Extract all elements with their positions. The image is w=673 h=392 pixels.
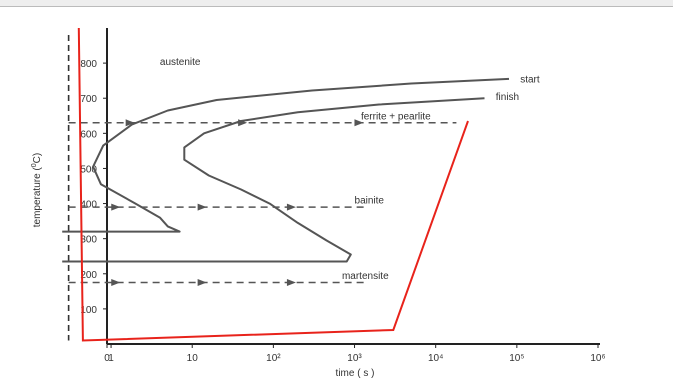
- y-tick-label: 800: [80, 59, 97, 70]
- y-axis-label-superscript: 0: [31, 163, 38, 167]
- y-axis-label: temperature (0C): [31, 153, 43, 228]
- x-tick-label: 10⁶: [590, 353, 605, 364]
- x-tick-label: 10³: [347, 353, 362, 364]
- path-arrowhead: [125, 119, 135, 127]
- region-label: start: [520, 74, 540, 85]
- x-tick-label: 1: [108, 353, 114, 364]
- x-tick-label: 10: [187, 353, 199, 364]
- cooling-paths: [68, 119, 457, 287]
- y-tick-label: 500: [80, 164, 97, 175]
- red-path-line: [77, 27, 469, 342]
- y-tick-label: 200: [80, 270, 97, 281]
- axes: [106, 28, 600, 345]
- x-tick-label: 10⁴: [428, 353, 443, 364]
- y-tick-label: 100: [80, 305, 97, 316]
- region-label: martensite: [342, 271, 389, 282]
- region-label: ferrite + pearlite: [361, 111, 431, 122]
- x-tick-label: 0: [104, 353, 110, 364]
- x-ticks: 01 10 10² 10³ 10⁴ 10⁵ 10⁶: [104, 344, 606, 364]
- y-ticks: 100 200 300 400 500 600 700 800: [80, 59, 107, 316]
- x-tick-label: 10²: [266, 353, 281, 364]
- y-tick-label: 700: [80, 94, 97, 105]
- x-axis-label: time ( s ): [336, 368, 375, 379]
- path-arrowhead: [286, 203, 296, 211]
- region-label: austenite: [160, 57, 201, 68]
- window-top-bar: [0, 0, 673, 7]
- path-arrowhead: [286, 279, 296, 287]
- x-tick-label: 10⁵: [509, 353, 524, 364]
- ttt-curve-finish: [62, 97, 485, 263]
- y-tick-label: 600: [80, 129, 97, 140]
- region-label: bainite: [355, 196, 385, 207]
- region-label: finish: [496, 92, 519, 103]
- y-tick-label: 400: [80, 200, 97, 211]
- path-arrowhead: [354, 119, 364, 127]
- ttt-curve-start: [62, 77, 510, 233]
- path-arrowhead: [111, 203, 121, 211]
- y-tick-label: 300: [80, 235, 97, 246]
- transformation-curves: [62, 77, 510, 263]
- path-arrowhead: [111, 279, 121, 287]
- red-cooling-path: [77, 27, 469, 342]
- path-arrowhead: [197, 203, 207, 211]
- path-arrowhead: [197, 279, 207, 287]
